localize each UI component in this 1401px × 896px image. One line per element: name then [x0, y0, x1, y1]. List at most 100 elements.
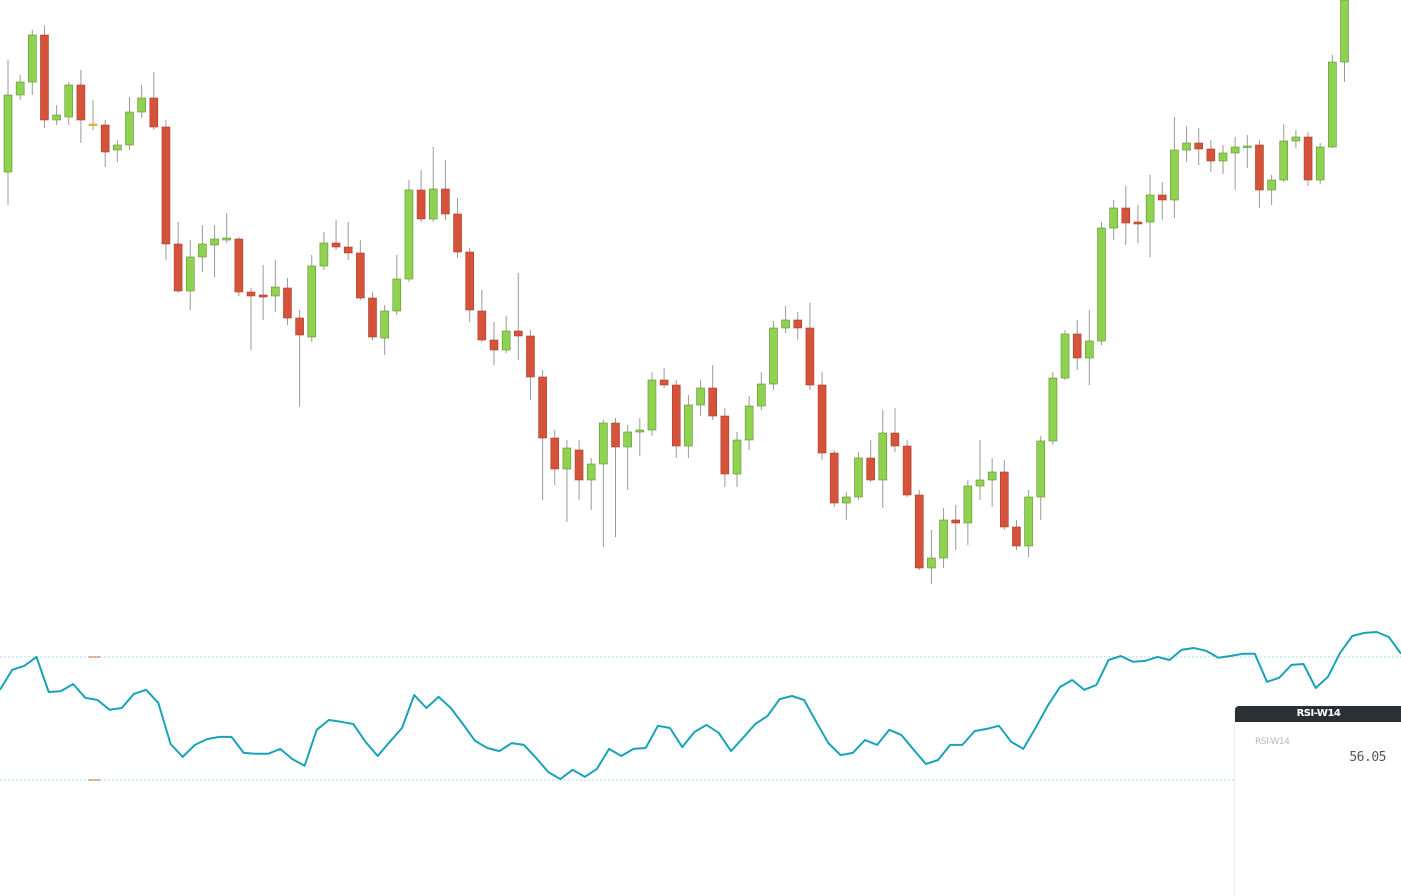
candle-body: [125, 111, 134, 146]
candle-body: [890, 432, 900, 447]
candle-body: [1121, 207, 1131, 224]
indicator-title: RSI-W14: [1235, 706, 1401, 722]
candle-body: [113, 144, 122, 151]
candle-body: [623, 431, 632, 448]
candle-body: [441, 188, 450, 215]
candle-body: [1230, 146, 1240, 154]
candle-body: [1036, 440, 1046, 498]
candle-body: [404, 189, 414, 280]
candle-body: [27, 34, 37, 83]
candle-body: [1218, 152, 1228, 162]
candle-body: [380, 310, 389, 339]
candle-body: [866, 457, 875, 481]
candle-body: [501, 330, 511, 351]
candle-body: [1157, 194, 1167, 201]
candle-body: [1328, 61, 1337, 148]
candle-body: [453, 213, 462, 253]
candle-body: [295, 317, 304, 336]
candle-body: [234, 238, 244, 293]
candle-body: [1243, 145, 1252, 148]
candle-body: [161, 126, 171, 245]
candle-body: [878, 432, 888, 481]
candle-body: [854, 457, 863, 498]
candle-body: [574, 449, 584, 481]
candle-body: [52, 114, 61, 121]
candle-body: [599, 422, 608, 465]
candle-body: [538, 376, 547, 439]
candle-body: [902, 445, 912, 496]
candle-body: [1048, 377, 1058, 442]
candle-body: [137, 97, 146, 113]
candle-body: [392, 278, 402, 312]
candle-body: [1267, 179, 1276, 191]
candle-body: [842, 496, 851, 504]
candle-body: [550, 437, 560, 470]
candle-body: [1072, 333, 1082, 359]
candle-body: [246, 291, 256, 297]
candle-body: [185, 256, 195, 292]
candle-body: [586, 463, 596, 481]
candle-body: [1133, 221, 1143, 225]
candle-body: [975, 479, 985, 487]
candle-body: [343, 246, 353, 254]
candle-body: [659, 379, 669, 386]
candle-body: [1279, 140, 1289, 181]
candle-body: [647, 379, 657, 431]
candle-body: [708, 387, 718, 417]
candle-body: [963, 485, 973, 524]
candle-body: [1255, 144, 1264, 191]
candle-body: [635, 429, 645, 433]
candle-body: [198, 243, 207, 258]
candle-body: [258, 294, 268, 298]
candle-body: [951, 519, 961, 524]
candle-body: [270, 286, 280, 297]
candle-body: [173, 243, 183, 292]
candle-body: [15, 81, 25, 96]
indicator-value: 56.05: [1349, 750, 1386, 765]
candle-body: [684, 404, 693, 447]
candle-body: [88, 123, 98, 126]
candle-body: [1085, 340, 1094, 359]
candle-body: [927, 557, 936, 569]
candle-body: [1291, 136, 1301, 142]
candle-body: [76, 84, 86, 121]
candle-body: [1206, 148, 1216, 162]
candle-body: [805, 327, 815, 386]
candle-body: [1109, 207, 1118, 229]
candle-body: [562, 447, 572, 470]
candle-body: [1060, 333, 1070, 379]
candle-body: [64, 84, 74, 118]
candle-body: [489, 339, 499, 351]
candle-body: [40, 34, 49, 121]
candle-body: [999, 471, 1009, 528]
candle-body: [1194, 142, 1203, 150]
candle-body: [696, 387, 705, 406]
candle-body: [914, 494, 924, 569]
candle-body: [1145, 194, 1155, 223]
candle-body: [939, 519, 948, 559]
candle-body: [829, 452, 839, 504]
candle-body: [756, 383, 766, 407]
candle-body: [987, 471, 997, 481]
candle-body: [465, 251, 475, 311]
candle-body: [307, 265, 317, 338]
candle-body: [671, 384, 681, 447]
candle-body: [356, 252, 365, 299]
candle-body: [222, 237, 231, 241]
candle-body: [368, 297, 377, 338]
candle-body: [526, 335, 535, 378]
candle-body: [210, 238, 219, 246]
candle-body: [416, 189, 426, 220]
candle-body: [149, 97, 159, 128]
candle-body: [611, 422, 620, 448]
candle-body: [1182, 142, 1191, 151]
candle-body: [1340, 0, 1349, 63]
candle-body: [100, 124, 110, 153]
candle-body: [732, 439, 742, 475]
candle-body: [769, 327, 778, 385]
candle-body: [1012, 526, 1021, 547]
candle-body: [1303, 136, 1313, 181]
candle-body: [817, 384, 827, 454]
candle-body: [720, 415, 730, 475]
